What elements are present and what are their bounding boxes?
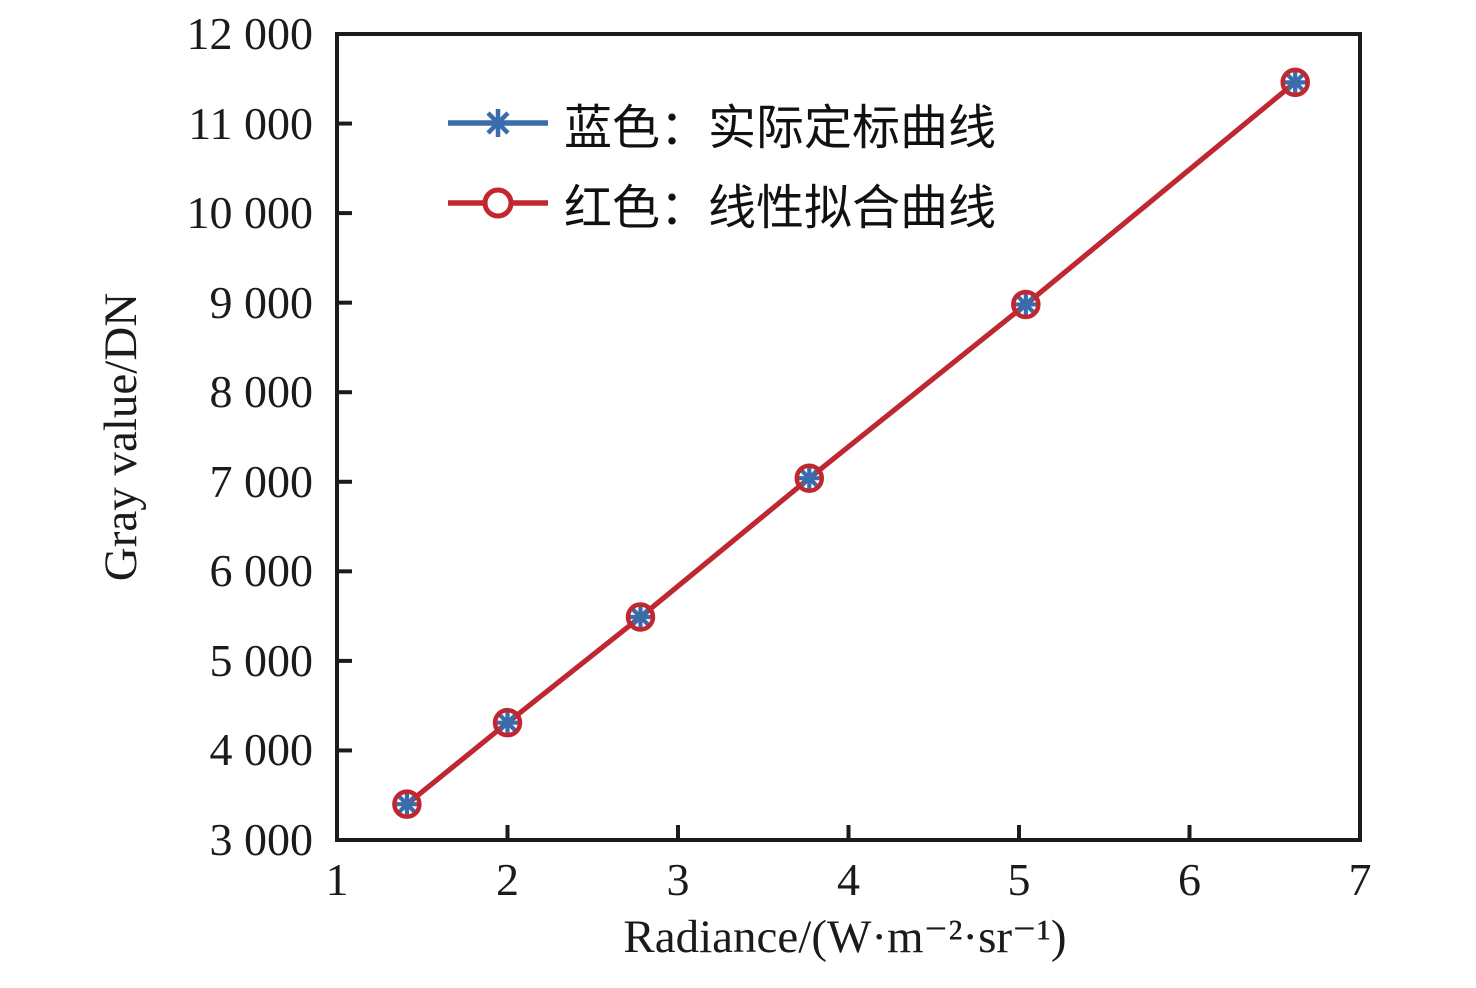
x-tick-label: 6 bbox=[1178, 854, 1201, 905]
x-tick-label: 7 bbox=[1348, 854, 1372, 905]
legend-label-actual-curve: 蓝色：实际定标曲线 bbox=[564, 102, 997, 155]
red-circle-line-icon bbox=[448, 187, 548, 219]
asterisk-marker bbox=[1016, 295, 1036, 314]
y-tick-label: 11 000 bbox=[188, 97, 313, 149]
x-tick-label: 1 bbox=[325, 854, 349, 905]
y-tick-label: 12 000 bbox=[186, 8, 314, 59]
blue-asterisk-line-icon bbox=[448, 109, 548, 137]
asterisk-marker bbox=[631, 607, 650, 627]
y-tick-label: 6 000 bbox=[209, 545, 314, 597]
circle-marker bbox=[794, 463, 825, 493]
asterisk-marker bbox=[397, 794, 417, 814]
y-tick-label: 9 000 bbox=[209, 276, 314, 328]
y-tick-label: 4 000 bbox=[209, 724, 314, 776]
x-tick-label: 3 bbox=[666, 854, 690, 905]
circle-marker bbox=[625, 602, 656, 632]
y-tick-label: 5 000 bbox=[209, 634, 314, 686]
y-axis-title: Gray value/DN bbox=[95, 292, 147, 582]
x-axis-title: Radiance/(W·m⁻²·sr⁻¹) bbox=[623, 911, 1067, 963]
asterisk-marker bbox=[1285, 73, 1305, 92]
legend-item-fit-curve: 红色：线性拟合曲线 bbox=[448, 163, 996, 243]
y-tick-label: 3 000 bbox=[209, 814, 314, 865]
y-tick-label: 7 000 bbox=[209, 455, 314, 507]
legend: 蓝色：实际定标曲线 红色：线性拟合曲线 bbox=[448, 83, 996, 243]
legend-label-fit-curve: 红色：线性拟合曲线 bbox=[564, 182, 997, 235]
y-tick-label: 8 000 bbox=[209, 366, 314, 418]
legend-item-actual-curve: 蓝色：实际定标曲线 bbox=[448, 83, 996, 163]
series-line-1 bbox=[405, 80, 1297, 807]
circle-marker bbox=[392, 789, 422, 819]
circle-marker bbox=[1280, 67, 1310, 98]
circle-marker bbox=[1011, 289, 1041, 320]
y-tick-label: 10 000 bbox=[186, 187, 314, 239]
asterisk-marker bbox=[800, 468, 819, 488]
x-tick-label: 5 bbox=[1007, 854, 1031, 905]
circle-marker bbox=[492, 707, 523, 738]
x-tick-label: 2 bbox=[496, 854, 519, 905]
asterisk-marker bbox=[498, 713, 517, 732]
x-tick-label: 4 bbox=[837, 854, 860, 905]
